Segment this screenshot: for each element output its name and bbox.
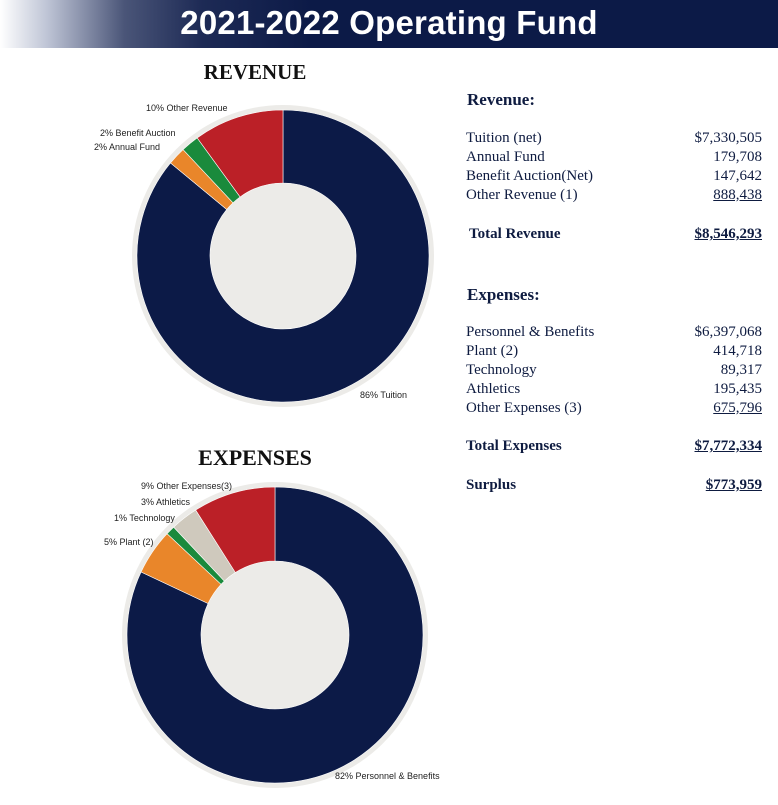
- page-title: 2021-2022 Operating Fund: [180, 4, 598, 41]
- revenue-row: Other Revenue (1) 888,438: [466, 187, 762, 205]
- surplus-row: Surplus $773,959: [466, 477, 762, 495]
- expense-row: Other Expenses (3) 675,796: [466, 400, 762, 418]
- slice-other-expenses-3: [195, 486, 276, 573]
- revenue-row: Annual Fund 179,708: [466, 149, 762, 167]
- total-revenue-amount: $8,546,293: [694, 226, 763, 242]
- slice-label-personnel-benefits: 82% Personnel & Benefits: [335, 771, 440, 781]
- slice-label-athletics: 3% Athletics: [141, 497, 191, 507]
- expenses-chart-title: EXPENSES: [198, 445, 312, 470]
- expense-row-amount: 195,435: [713, 381, 762, 397]
- expense-row-amount: 675,796: [713, 400, 762, 416]
- revenue-row-label: Other Revenue (1): [466, 187, 578, 203]
- expense-row: Athletics 195,435: [466, 381, 762, 399]
- total-revenue-row: Total Revenue $8,546,293: [466, 226, 762, 244]
- revenue-row-amount: $7,330,505: [694, 130, 763, 146]
- revenue-row-amount: 147,642: [713, 168, 762, 184]
- financial-summary: Revenue: Tuition (net) $7,330,505 Annual…: [466, 0, 762, 805]
- slice-label-other-revenue: 10% Other Revenue: [146, 103, 228, 113]
- expenses-heading: Expenses:: [467, 285, 540, 304]
- slice-label-plant-2: 5% Plant (2): [104, 537, 154, 547]
- revenue-row-label: Tuition (net): [466, 130, 542, 146]
- expense-row-label: Technology: [466, 362, 537, 378]
- revenue-row-label: Annual Fund: [466, 149, 545, 165]
- expense-row-label: Plant (2): [466, 343, 519, 359]
- revenue-row: Tuition (net) $7,330,505: [466, 130, 762, 148]
- slice-label-tuition: 86% Tuition: [360, 390, 407, 400]
- slice-label-benefit-auction: 2% Benefit Auction: [100, 128, 176, 138]
- revenue-heading: Revenue:: [467, 90, 535, 109]
- slice-label-other-expenses-3: 9% Other Expenses(3): [141, 481, 232, 491]
- expense-row-amount: 414,718: [713, 343, 762, 359]
- revenue-row-label: Benefit Auction(Net): [466, 168, 594, 184]
- revenue-row: Benefit Auction(Net) 147,642: [466, 168, 762, 186]
- expense-row-label: Other Expenses (3): [466, 400, 582, 416]
- header-banner: [0, 0, 778, 48]
- total-revenue-label: Total Revenue: [469, 226, 561, 242]
- slice-label-annual-fund: 2% Annual Fund: [94, 142, 160, 152]
- slice-tuition: [136, 109, 430, 403]
- revenue-chart-title: REVENUE: [203, 60, 307, 84]
- surplus-label: Surplus: [466, 477, 517, 493]
- revenue-row-amount: 888,438: [713, 187, 762, 203]
- revenue-row-amount: 179,708: [713, 149, 762, 165]
- expense-row-amount: $6,397,068: [694, 324, 763, 340]
- expense-row-label: Personnel & Benefits: [466, 324, 595, 340]
- slice-personnel-benefits: [126, 486, 424, 784]
- expense-row: Technology 89,317: [466, 362, 762, 380]
- total-expenses-row: Total Expenses $7,772,334: [466, 438, 762, 456]
- slice-label-technology: 1% Technology: [114, 513, 175, 523]
- total-expenses-label: Total Expenses: [466, 438, 562, 454]
- total-expenses-amount: $7,772,334: [694, 438, 763, 454]
- expense-row: Plant (2) 414,718: [466, 343, 762, 361]
- expense-row: Personnel & Benefits $6,397,068: [466, 324, 762, 342]
- surplus-amount: $773,959: [705, 477, 762, 493]
- slice-other-revenue: [196, 109, 284, 198]
- expense-row-label: Athletics: [466, 381, 521, 397]
- expense-row-amount: 89,317: [720, 362, 762, 378]
